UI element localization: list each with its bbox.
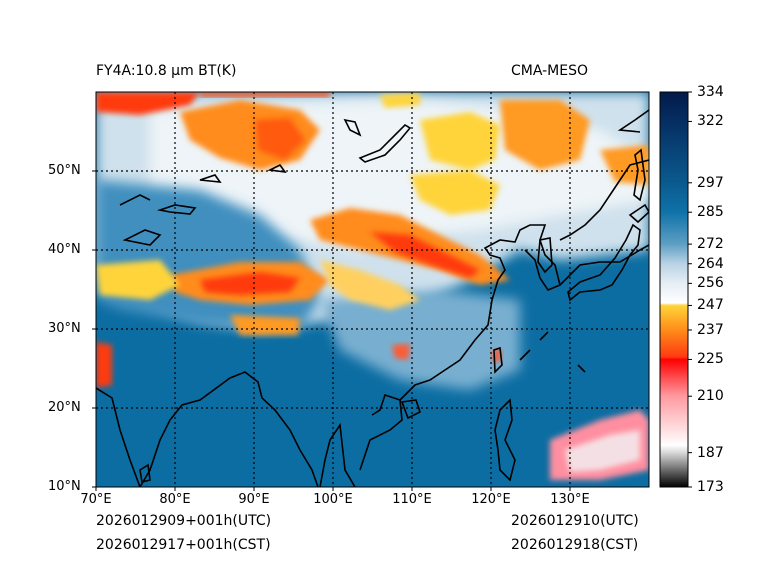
coastlines <box>96 109 649 487</box>
mongolia-cirrus <box>420 112 500 170</box>
colorbar-tick-label: 237 <box>697 321 724 338</box>
siberia-core <box>255 118 305 160</box>
lat-tick-label: 20°N <box>48 400 81 415</box>
gridlines <box>96 92 649 487</box>
japan-island <box>567 223 641 302</box>
korea-outline <box>537 237 553 274</box>
top-red-strip <box>200 92 330 97</box>
colorbar-tick-label: 285 <box>697 204 724 221</box>
footer-init-cst: 2026012917+001h(CST) <box>96 537 271 553</box>
title-left: FY4A:10.8 µm BT(K) <box>96 63 237 79</box>
xinjiang-yellow <box>96 260 180 300</box>
colorbar-ticks <box>688 91 692 488</box>
colorbar-tick-label: 272 <box>697 236 724 253</box>
colorbar-tick-label: 225 <box>697 351 724 368</box>
lon-tick-label: 130°E <box>550 492 590 507</box>
footer-valid-utc: 2026012910(UTC) <box>511 513 639 529</box>
colorbar-tick-label: 334 <box>697 84 724 100</box>
colorbar-tick-label: 297 <box>697 174 724 191</box>
tick-marks <box>92 170 571 491</box>
colorbar-tick-label: 256 <box>697 275 724 292</box>
lat-tick-label: 40°N <box>48 242 81 257</box>
scs-orange-spot <box>392 344 410 360</box>
lat-tick-label: 30°N <box>48 321 81 336</box>
lon-tick-label: 110°E <box>392 492 432 507</box>
north-china-red-core <box>370 232 480 278</box>
china-east-coast <box>483 224 649 301</box>
colorbar-tick-label: 210 <box>697 388 724 405</box>
mongolia-cirrus-2 <box>410 170 500 215</box>
lat-tick-label: 50°N <box>48 163 81 178</box>
hokkaido-island <box>628 203 649 224</box>
colorbar-tick-label: 187 <box>697 444 724 461</box>
lon-tick-label: 70°E <box>80 492 112 507</box>
ne-orange-cloud <box>500 100 590 170</box>
lat-tick-label: 10°N <box>48 479 81 494</box>
hainan-island <box>400 399 421 420</box>
siberia-lakes <box>119 118 362 246</box>
lon-tick-label: 120°E <box>471 492 511 507</box>
title-right: CMA-MESO <box>511 63 589 79</box>
tibet-red-core <box>200 272 300 295</box>
taiwan-island <box>493 346 503 374</box>
map-border <box>95 91 650 488</box>
colorbar-tick-label: 264 <box>697 255 724 272</box>
lake-baikal <box>358 123 412 163</box>
india-west-red <box>96 342 112 388</box>
colorbar-tick-label: 247 <box>697 297 724 314</box>
footer-valid-cst: 2026012918(CST) <box>511 537 639 553</box>
pacific-white-speckle <box>565 430 640 472</box>
india-coast <box>96 371 319 487</box>
philippines-islands <box>494 398 516 482</box>
russia-east-coast <box>559 109 649 241</box>
lon-tick-label: 90°E <box>238 492 270 507</box>
northwest-red-edge <box>96 92 200 115</box>
sakhalin-island <box>633 148 646 202</box>
colorbar-tick-label: 173 <box>697 479 724 495</box>
ryukyu-islands <box>519 331 586 373</box>
footer-init-utc: 2026012909+001h(UTC) <box>96 513 272 529</box>
tibet-south-orange <box>230 315 300 335</box>
indochina-coast <box>319 299 493 487</box>
colorbar <box>659 91 689 488</box>
sri-lanka-island <box>139 463 151 483</box>
colorbar-tick-label: 322 <box>697 113 724 130</box>
map-plot-area <box>96 92 649 487</box>
lon-tick-label: 100°E <box>313 492 353 507</box>
south-china-cloud <box>320 290 520 390</box>
china-central-cirrus <box>320 260 420 310</box>
lon-tick-label: 80°E <box>159 492 191 507</box>
lake-balkhash <box>156 204 197 215</box>
north-yellow-strip <box>380 93 420 108</box>
